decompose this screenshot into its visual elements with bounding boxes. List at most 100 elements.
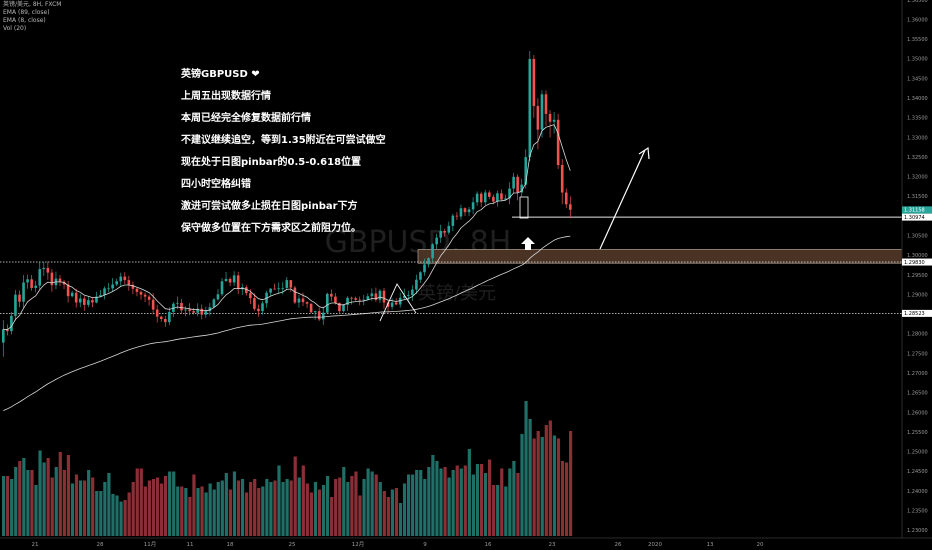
projection-arrow-line [599, 149, 646, 250]
candle-body [66, 284, 70, 297]
volume-bar [297, 477, 301, 536]
volume-bar [131, 482, 135, 536]
candle-body [78, 298, 82, 303]
candle-body [224, 278, 228, 282]
volume-bar [520, 434, 524, 536]
volume-bar [164, 476, 168, 536]
candle-body [382, 290, 386, 303]
volume-bar [394, 488, 399, 536]
price-label: 1.31158 [904, 208, 925, 214]
candle-body [496, 193, 499, 202]
volume-bar [115, 495, 119, 536]
volume-bar [200, 486, 204, 536]
volume-bar [151, 479, 156, 536]
candle-body [289, 280, 293, 288]
volume-bar [123, 500, 127, 536]
candle-body [358, 299, 361, 301]
volume-bar [103, 482, 107, 536]
projection-arrow-head [638, 146, 650, 160]
volume-bar [236, 480, 241, 536]
volume-bar [74, 474, 79, 536]
candle-body [228, 278, 232, 283]
volume-bar [411, 474, 415, 536]
x-tick-label: 18 [227, 542, 234, 548]
candle-body [330, 293, 333, 297]
price-label-bg [902, 258, 932, 266]
volume-bar [479, 464, 484, 536]
x-tick-label: 11 [187, 542, 194, 548]
volume-bar [556, 438, 561, 536]
volume-bar [257, 488, 261, 536]
volume-bar [326, 476, 330, 536]
ema89-legend: EMA (89, close) [3, 9, 50, 16]
candle-body [155, 309, 159, 317]
candle-body [552, 119, 556, 122]
candle-body [301, 298, 305, 303]
y-tick-label: 1.32500 [907, 155, 928, 161]
candle-body [402, 295, 406, 298]
volume-bar [317, 489, 322, 536]
volume-bar [107, 473, 111, 536]
candle-body [564, 192, 568, 205]
candle-body [1, 329, 5, 343]
candle-body [443, 231, 447, 233]
candle-body [83, 298, 86, 305]
volume-bar [58, 452, 62, 536]
y-tick-label: 1.30500 [907, 234, 928, 240]
volume-bar [38, 450, 42, 536]
candle-body [326, 293, 329, 313]
volume-bar [536, 431, 540, 536]
candle-body [342, 304, 345, 312]
volume-bar [390, 489, 394, 536]
candle-body [463, 208, 467, 213]
candle-body [95, 296, 98, 303]
candle-body [305, 302, 309, 304]
candle-body [143, 294, 147, 297]
annotation-line-2: 上周五出现数据行情 [181, 91, 271, 102]
candle-body [204, 311, 208, 315]
volume-bar [451, 470, 455, 536]
pinbar-box [519, 196, 529, 219]
volume-bar [443, 467, 447, 536]
volume-bar [281, 482, 285, 536]
volume-bar [184, 488, 188, 536]
x-tick-label: 11月 [144, 541, 157, 548]
x-tick-label: 26 [615, 542, 622, 548]
candle-body [427, 258, 430, 265]
volume-bar [289, 480, 293, 536]
volume-bar [305, 483, 309, 536]
volume-bar [540, 437, 544, 536]
candle-body [500, 193, 503, 200]
annotation-line-4: 不建议继续追空，等到1.35附近在可尝试做空 [181, 135, 386, 146]
volume-bar [2, 476, 6, 536]
candle-body [297, 298, 301, 303]
volume-bar [269, 482, 273, 536]
volume-bar [6, 476, 10, 536]
candle-body [540, 94, 544, 130]
candle-body [14, 294, 17, 316]
y-tick-label: 1.36000 [907, 17, 928, 23]
candle-body [196, 308, 199, 313]
volume-bar [301, 465, 305, 536]
candle-body [200, 308, 204, 315]
volume-bar [220, 480, 224, 536]
volume-bar [66, 455, 70, 536]
candle-body [370, 293, 374, 297]
candle-body [18, 294, 21, 302]
annotation-line-3: 本周已经完全修复数据前行情 [181, 113, 311, 124]
volume-bar [492, 485, 496, 536]
volume-bar [180, 486, 184, 536]
candle-body [492, 196, 495, 202]
candle-body [467, 209, 471, 213]
candle-body [386, 302, 390, 307]
demand-zone [417, 249, 903, 264]
volume-bar [70, 483, 75, 536]
volume-bar [354, 471, 358, 536]
volume-bar [265, 479, 269, 536]
y-tick-label: 1.30000 [907, 253, 928, 259]
x-tick-label: 2020 [648, 542, 662, 548]
candle-body [390, 302, 394, 307]
volume-bar [423, 479, 427, 536]
candle-body [362, 299, 366, 301]
